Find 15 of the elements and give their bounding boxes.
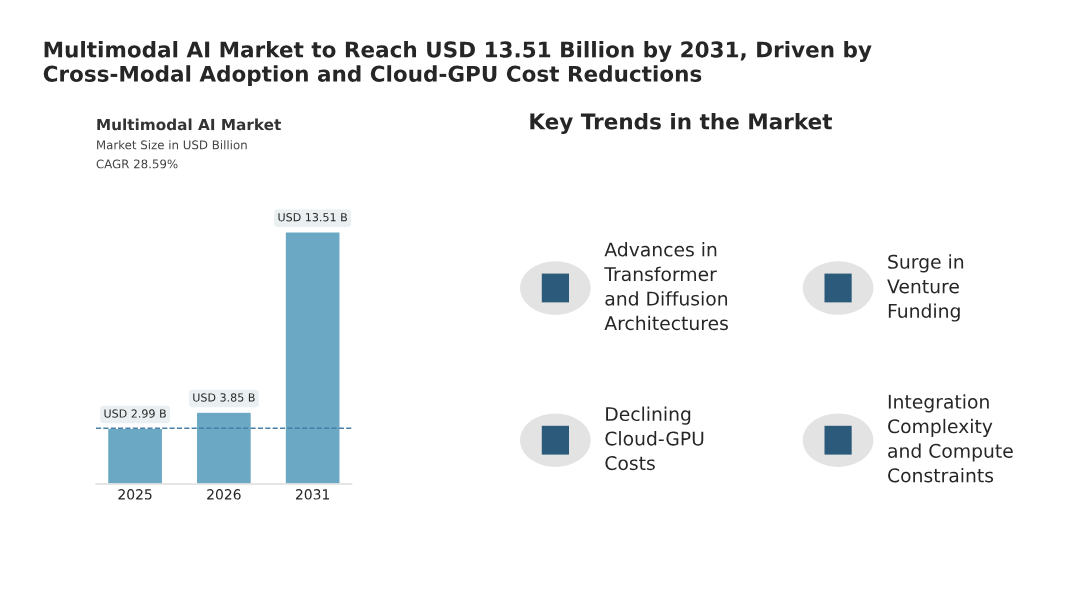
x-tick-label: 2026	[207, 489, 241, 500]
data-label: USD 13.51 B	[278, 213, 347, 222]
text: Integration Complexity and Compute Constraints	[888, 394, 1013, 483]
data-label: USD 3.85 B	[193, 393, 255, 402]
x-tick-label: 2031	[295, 489, 330, 500]
chart-title: Multimodal AI Market	[97, 118, 281, 131]
data-label: USD 2.99 B	[104, 409, 166, 418]
text: Multimodal AI Market to Reach USD 13.51 Billion by 2031, Driven by Cross-Modal Adoption and Cloud-GPU Cost Reductions	[43, 40, 872, 87]
chart-subtitle: Market Size in USD Billion	[97, 140, 247, 150]
text: Advances in Transformer and Diffusion Architectures	[604, 242, 728, 331]
text: Declining Cloud-GPU Costs	[605, 406, 704, 471]
text: Surge in Venture Funding	[887, 254, 964, 322]
text: CAGR 28.59%	[96, 159, 178, 169]
text: Key Trends in the Market	[530, 112, 832, 134]
x-tick-label: 2025	[118, 489, 152, 500]
